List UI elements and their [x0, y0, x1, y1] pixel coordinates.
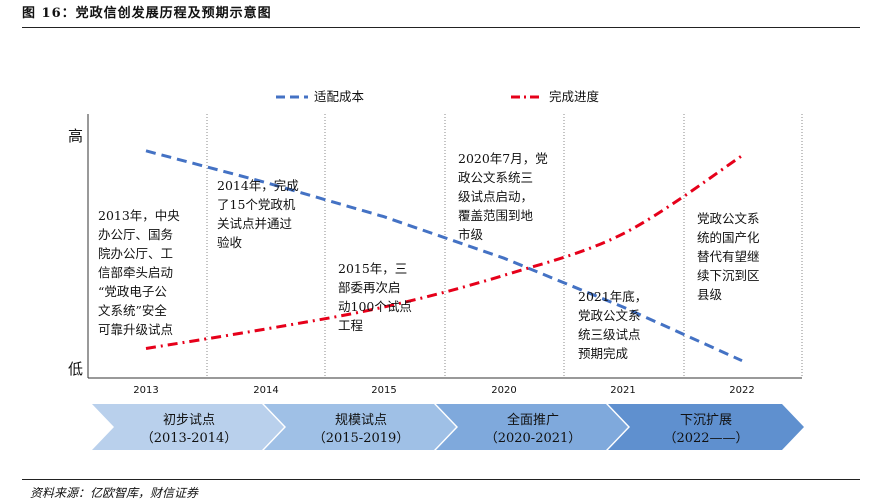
phase-arrow-2	[264, 404, 456, 450]
annotation-2022-line-4: 续下沉到区	[697, 268, 760, 283]
legend-label-progress: 完成进度	[549, 89, 600, 104]
annotation-2015-line-4: 工程	[338, 318, 364, 333]
x-tick-2022: 2022	[729, 385, 754, 396]
phase-4-name: 下沉扩展	[680, 413, 732, 428]
annotation-2014-line-2: 了15个党政机	[217, 197, 296, 212]
annotation-2021-line-2: 党政公文系	[578, 308, 641, 323]
annotation-2020-line-5: 市级	[458, 227, 484, 242]
annotation-2022-line-5: 县级	[697, 287, 723, 302]
figure-title: 图 16：党政信创发展历程及预期示意图	[22, 6, 272, 21]
annotation-2020-line-3: 级试点启动，	[458, 189, 533, 204]
annotation-2015-line-1: 2015年，三	[338, 261, 407, 276]
phase-arrow-4	[608, 404, 804, 450]
annotation-2022-line-1: 党政公文系	[697, 211, 760, 226]
series-line-progress	[145, 154, 743, 350]
annotation-2013: 2013年，中央 办公厅、国务 院办公厅、工 信部牵头启动 “党政电子公 文系统…	[98, 208, 180, 337]
annotation-2013-line-5: “党政电子公	[98, 284, 167, 299]
annotation-2015-line-3: 动100个试点	[338, 299, 412, 314]
column-separators	[206, 114, 803, 378]
series-line-cost	[145, 149, 743, 363]
annotation-2021: 2021年底， 党政公文系 统三级试点 预期完成	[578, 289, 647, 361]
phase-4-period: （2022——）	[663, 431, 748, 446]
phase-arrow-3	[436, 404, 628, 450]
annotation-2020-line-2: 政公文系统三	[458, 170, 533, 185]
x-tick-2020: 2020	[491, 385, 516, 396]
annotation-2015-line-2: 部委再次启	[338, 280, 401, 295]
annotation-2014-line-4: 验收	[217, 235, 243, 250]
x-tick-2015: 2015	[371, 385, 396, 396]
annotation-2014-line-3: 关试点并通过	[217, 216, 293, 231]
annotation-2020: 2020年7月，党 政公文系统三 级试点启动， 覆盖范围到地 市级	[458, 151, 548, 242]
phase-1-name: 初步试点	[163, 413, 215, 428]
annotation-2015: 2015年，三 部委再次启 动100个试点 工程	[338, 261, 412, 333]
x-tick-2014: 2014	[253, 385, 278, 396]
annotation-2014-line-1: 2014年，完成	[217, 178, 299, 193]
x-tick-2013: 2013	[133, 385, 158, 396]
annotation-2022-line-3: 替代有望继	[697, 249, 760, 264]
annotation-2021-line-4: 预期完成	[578, 346, 628, 361]
top-rule	[22, 27, 860, 28]
phase-3-period: （2020-2021）	[485, 431, 582, 446]
annotation-2022: 党政公文系 统的国产化 替代有望继 续下沉到区 县级	[697, 211, 760, 302]
annotation-2020-line-4: 覆盖范围到地	[458, 208, 534, 223]
annotation-2022-line-2: 统的国产化	[697, 230, 760, 245]
annotation-2020-line-1: 2020年7月，党	[458, 151, 548, 166]
phase-2-name: 规模试点	[335, 413, 387, 428]
bottom-rule	[22, 479, 860, 480]
series-layer	[145, 149, 743, 363]
annotation-2013-line-7: 可靠升级试点	[98, 322, 173, 337]
annotation-2013-line-1: 2013年，中央	[98, 208, 180, 223]
legend: 适配成本 完成进度	[276, 89, 600, 104]
legend-label-cost: 适配成本	[314, 89, 365, 104]
annotation-2013-line-2: 办公厅、国务	[98, 227, 173, 242]
source-note: 资料来源：亿欧智库，财信证券	[30, 486, 199, 500]
annotation-2013-line-4: 信部牵头启动	[98, 265, 173, 280]
annotation-2013-line-6: 文系统”安全	[98, 303, 167, 318]
phase-3-name: 全面推广	[507, 412, 559, 428]
annotation-2014: 2014年，完成 了15个党政机 关试点并通过 验收	[217, 178, 299, 250]
annotation-2013-line-3: 院办公厅、工	[98, 246, 173, 261]
phase-2-period: （2015-2019）	[313, 431, 410, 446]
phase-timeline: 初步试点 （2013-2014） 规模试点 （2015-2019） 全面推广 （…	[92, 404, 804, 450]
y-label-high: 高	[68, 127, 83, 145]
phase-1-period: （2013-2014）	[141, 431, 238, 446]
x-tick-2021: 2021	[610, 385, 635, 396]
annotation-2021-line-3: 统三级试点	[578, 327, 641, 342]
annotation-2021-line-1: 2021年底，	[578, 289, 647, 304]
phase-arrow-1	[92, 404, 284, 450]
y-label-low: 低	[68, 360, 83, 378]
